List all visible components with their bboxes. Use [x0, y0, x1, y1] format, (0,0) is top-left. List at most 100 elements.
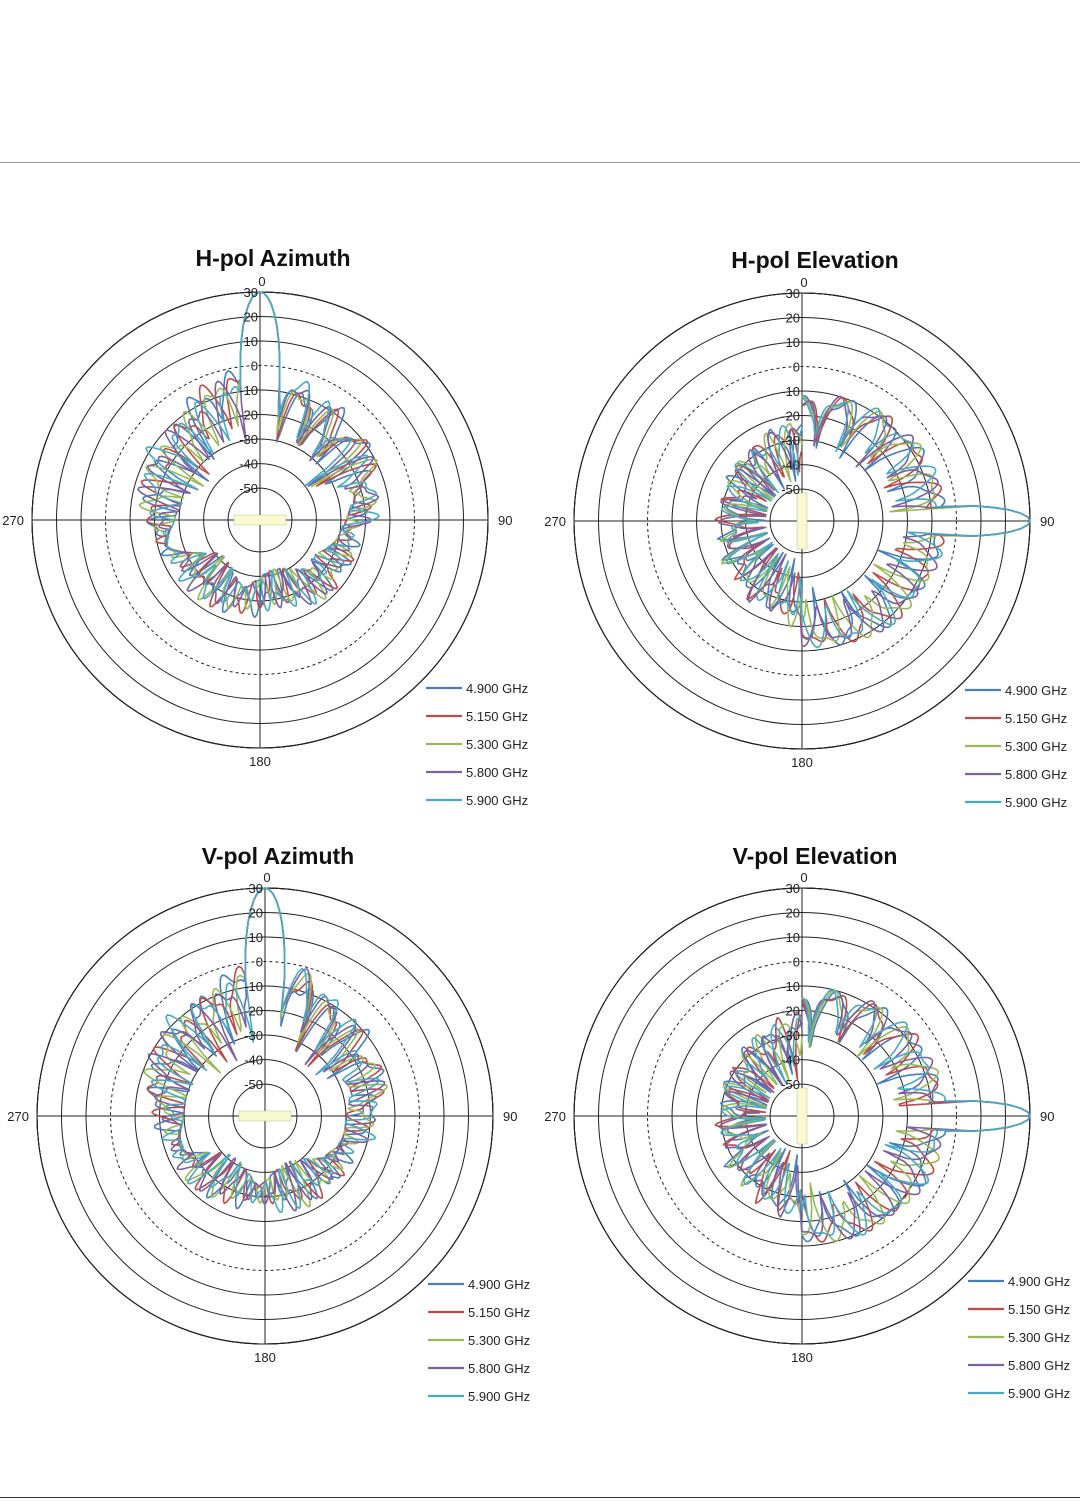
direction-label-top: 0: [800, 870, 807, 885]
legend-label-5-150-ghz: 5.150 GHz: [468, 1305, 530, 1320]
legend-label-4-900-ghz: 4.900 GHz: [466, 681, 528, 696]
polar-plot-svg: V-pol Azimuth 30 20 10 0 -10 -20 -30 -40 -50 0 90 18…: [7, 843, 530, 1404]
direction-label-right: 90: [1040, 1109, 1054, 1124]
legend-label-5-300-ghz: 5.300 GHz: [468, 1333, 530, 1348]
radial-tick-label: -50: [244, 1077, 263, 1092]
polar-plot-svg: H-pol Elevation 30 20 10 0 -10 -20 -30 -40 -50 0 90…: [544, 247, 1067, 810]
series-line-5-900-ghz: [721, 396, 1031, 649]
series-group: [143, 887, 388, 1214]
direction-label-top: 0: [800, 275, 807, 290]
direction-label-left: 270: [7, 1109, 29, 1124]
radial-tick-labels: 30 20 10 0 -10 -20 -30 -40 -50: [781, 286, 800, 497]
radial-tick-label: -30: [244, 1028, 263, 1043]
radial-tick-label: 30: [249, 881, 263, 896]
radial-tick-label: -10: [239, 383, 258, 398]
legend-label-5-800-ghz: 5.800 GHz: [1005, 767, 1067, 782]
legend-label-5-900-ghz: 5.900 GHz: [1005, 795, 1067, 810]
legend: 4.900 GHz 5.150 GHz 5.300 GHz 5.800 GHz 5.90…: [965, 683, 1067, 810]
series-line-5-300-ghz: [719, 395, 1031, 642]
chart-v-pol-azimuth: V-pol Azimuth 30 20 10 0 -10 -20 -30 -40 -50 0 90 18…: [0, 838, 545, 1418]
radial-tick-label: 0: [251, 359, 258, 374]
radial-tick-label: 10: [786, 930, 800, 945]
center-marker: [233, 514, 287, 526]
radial-tick-label: 30: [786, 881, 800, 896]
legend: 4.900 GHz 5.150 GHz 5.300 GHz 5.800 GHz 5.90…: [426, 681, 528, 808]
series-line-5-900-ghz: [143, 291, 380, 612]
radial-tick-label: -40: [781, 1053, 800, 1068]
radial-tick-label: 20: [786, 906, 800, 921]
legend-label-5-900-ghz: 5.900 GHz: [468, 1389, 530, 1404]
direction-label-right: 90: [498, 513, 512, 528]
radial-tick-label: -40: [239, 457, 258, 472]
radial-tick-label: -10: [781, 979, 800, 994]
radial-tick-label: -10: [781, 384, 800, 399]
center-marker: [796, 492, 808, 550]
radial-tick-label: 30: [244, 285, 258, 300]
legend-label-5-900-ghz: 5.900 GHz: [1008, 1386, 1070, 1401]
radial-tick-label: 0: [793, 955, 800, 970]
legend-label-5-900-ghz: 5.900 GHz: [466, 793, 528, 808]
series-line-5-800-ghz: [718, 996, 1031, 1240]
direction-label-left: 270: [2, 513, 24, 528]
radial-tick-label: -10: [244, 979, 263, 994]
legend-label-4-900-ghz: 4.900 GHz: [1005, 683, 1067, 698]
radial-tick-label: -20: [239, 408, 258, 423]
legend-label-5-800-ghz: 5.800 GHz: [466, 765, 528, 780]
radial-tick-label: -30: [781, 433, 800, 448]
chart-h-pol-azimuth: H-pol Azimuth 30 20 10 0 -10 -20 -30 -40 -50 0 90 18…: [0, 240, 545, 820]
radial-tick-label: -30: [781, 1028, 800, 1043]
legend-label-5-150-ghz: 5.150 GHz: [466, 709, 528, 724]
series-line-5-150-ghz: [140, 291, 378, 614]
series-line-5-800-ghz: [137, 291, 380, 609]
legend-label-5-300-ghz: 5.300 GHz: [1008, 1330, 1070, 1345]
radial-tick-label: -40: [781, 458, 800, 473]
direction-label-left: 270: [544, 514, 566, 529]
legend: 4.900 GHz 5.150 GHz 5.300 GHz 5.800 GHz 5.90…: [428, 1277, 530, 1404]
radial-tick-label: 20: [786, 311, 800, 326]
direction-label-top: 0: [258, 274, 265, 289]
radial-tick-label: 10: [244, 334, 258, 349]
radial-tick-label: -50: [781, 1077, 800, 1092]
direction-label-bottom: 180: [791, 1350, 813, 1365]
chart-title: H-pol Elevation: [731, 247, 898, 273]
chart-title: V-pol Azimuth: [202, 843, 354, 869]
radial-tick-label: 0: [256, 955, 263, 970]
chart-title: V-pol Elevation: [733, 843, 898, 869]
radial-tick-label: 30: [786, 286, 800, 301]
radial-tick-label: 10: [786, 335, 800, 350]
radial-tick-labels: 30 20 10 0 -10 -20 -30 -40 -50: [244, 881, 263, 1092]
legend-label-5-150-ghz: 5.150 GHz: [1008, 1302, 1070, 1317]
legend-label-5-300-ghz: 5.300 GHz: [1005, 739, 1067, 754]
radial-tick-label: -50: [781, 482, 800, 497]
chart-title: H-pol Azimuth: [195, 245, 350, 271]
direction-label-top: 0: [263, 870, 270, 885]
polar-plot-svg: V-pol Elevation 30 20 10 0 -10 -20 -30 -40 -50 0 90…: [544, 843, 1070, 1401]
legend-label-4-900-ghz: 4.900 GHz: [1008, 1274, 1070, 1289]
legend-label-5-800-ghz: 5.800 GHz: [1008, 1358, 1070, 1373]
center-marker: [796, 1087, 808, 1145]
radial-tick-label: -20: [781, 1004, 800, 1019]
series-line-5-900-ghz: [720, 989, 1031, 1236]
series-line-5-150-ghz: [714, 994, 1031, 1243]
direction-label-right: 90: [1040, 514, 1054, 529]
series-line-5-300-ghz: [138, 291, 378, 610]
radial-tick-label: 20: [244, 310, 258, 325]
radial-tick-label: 20: [249, 906, 263, 921]
radial-tick-labels: 30 20 10 0 -10 -20 -30 -40 -50: [239, 285, 258, 496]
direction-label-right: 90: [503, 1109, 517, 1124]
series-line-4-900-ghz: [716, 394, 1031, 646]
legend-label-5-300-ghz: 5.300 GHz: [466, 737, 528, 752]
legend-label-5-150-ghz: 5.150 GHz: [1005, 711, 1067, 726]
series-line-5-150-ghz: [146, 887, 385, 1205]
radial-tick-label: -20: [244, 1004, 263, 1019]
radial-tick-label: 0: [793, 360, 800, 375]
legend: 4.900 GHz 5.150 GHz 5.300 GHz 5.800 GHz 5.90…: [968, 1274, 1070, 1401]
direction-label-bottom: 180: [791, 755, 813, 770]
center-marker: [238, 1110, 292, 1122]
series-group: [137, 291, 380, 619]
radial-tick-labels: 30 20 10 0 -10 -20 -30 -40 -50: [781, 881, 800, 1092]
chart-h-pol-elevation: H-pol Elevation 30 20 10 0 -10 -20 -30 -40 -50 0 90…: [544, 240, 1090, 820]
series-group: [714, 394, 1031, 649]
radial-tick-label: -30: [239, 432, 258, 447]
page-rule-bottom: [0, 1497, 1080, 1498]
